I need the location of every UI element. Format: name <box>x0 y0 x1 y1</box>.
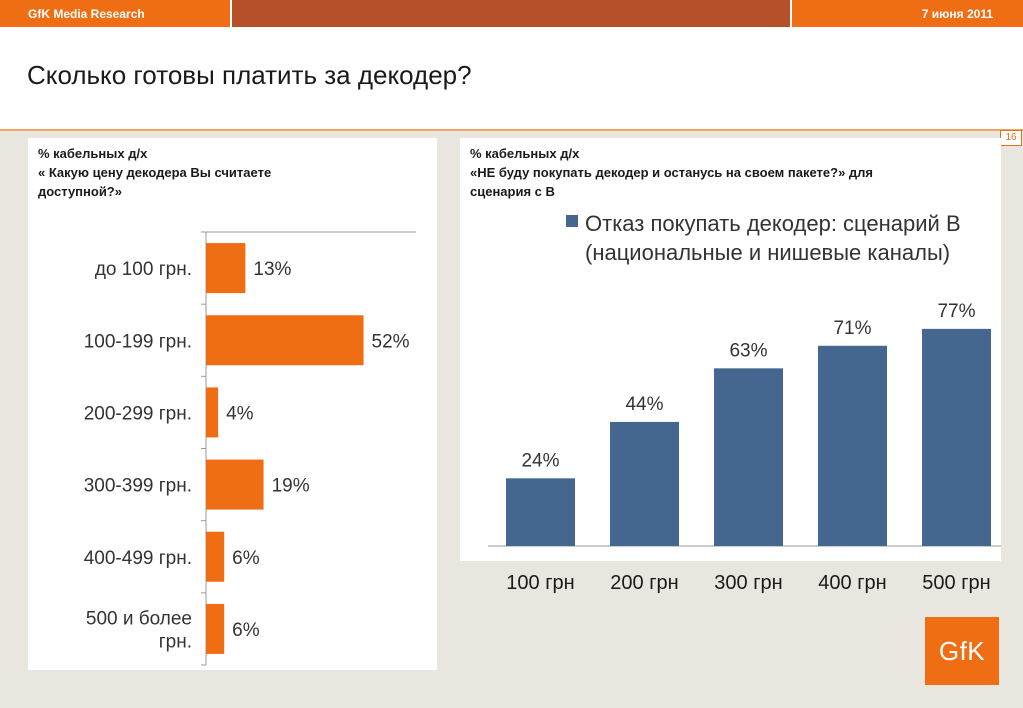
bar <box>506 478 575 546</box>
left-chart-panel: 13% до 100 грн. 52% 100-199 грн. 4% 200-299 г… <box>28 205 437 670</box>
category-label: 200 грн <box>610 572 678 594</box>
gfk-logo: GfK <box>925 617 999 685</box>
legend-swatch <box>566 215 578 227</box>
top-bar-middle <box>230 0 792 27</box>
bar <box>206 459 264 510</box>
bar <box>206 243 246 294</box>
top-bar: GfK Media Research 7 июня 2011 <box>0 0 1023 27</box>
right-header-line-1: % кабельных д/х <box>470 146 580 161</box>
bar-value-label: 6% <box>232 620 260 641</box>
bar-value-label: 4% <box>226 403 254 424</box>
bar <box>714 368 783 546</box>
category-label: 300-399 грн. <box>84 476 192 497</box>
left-panel-header: % кабельных д/х « Какую цену декодера Вы… <box>28 138 437 205</box>
title-area: Сколько готовы платить за декодер? <box>0 27 1023 129</box>
bar-value-label: 77% <box>937 301 975 322</box>
category-label: 300 грн <box>714 572 782 594</box>
bar-value-label: 13% <box>253 259 291 280</box>
bar-value-label: 24% <box>521 450 559 471</box>
category-label: грн. <box>159 631 192 652</box>
right-header-line-3: сценария с В <box>470 184 555 199</box>
bar <box>206 387 219 438</box>
bar <box>206 315 364 366</box>
bar <box>206 531 225 582</box>
legend-label: (национальные и нишевые каналы) <box>585 240 950 265</box>
bar-value-label: 19% <box>272 476 310 497</box>
left-header-line-2: « Какую цену декодера Вы считаете <box>38 165 272 180</box>
price-acceptability-chart: 13% до 100 грн. 52% 100-199 грн. 4% 200-299 г… <box>84 231 416 666</box>
category-label: 100 грн <box>506 572 574 594</box>
date-label: 7 июня 2011 <box>921 7 993 21</box>
bar <box>610 421 679 546</box>
category-label: 500 грн <box>922 572 990 594</box>
bar <box>818 345 887 546</box>
bar-value-label: 6% <box>232 548 260 569</box>
bar-value-label: 63% <box>729 340 767 361</box>
page-title: Сколько готовы платить за декодер? <box>27 60 472 90</box>
left-header-line-3: доступной?» <box>38 184 122 199</box>
right-header-line-2: «НЕ буду покупать декодер и останусь на … <box>470 165 874 180</box>
bar-value-label: 52% <box>372 331 410 352</box>
category-label: 200-299 грн. <box>84 403 192 424</box>
legend-label: Отказ покупать декодер: сценарий В <box>585 211 961 236</box>
left-header-line-1: % кабельных д/х <box>38 146 148 161</box>
right-panel-header: % кабельных д/х «НЕ буду покупать декоде… <box>460 138 1001 205</box>
category-label: 400-499 грн. <box>84 548 192 569</box>
category-label: 400 грн <box>818 572 886 594</box>
category-label: 500 и более <box>86 608 192 629</box>
brand-label: GfK Media Research <box>28 7 145 21</box>
category-label: 100-199 грн. <box>84 331 192 352</box>
bar <box>206 603 225 654</box>
title-divider <box>0 129 1023 131</box>
category-label: до 100 грн. <box>95 259 192 280</box>
bar-value-label: 71% <box>833 318 871 339</box>
bar-value-label: 44% <box>625 394 663 415</box>
bar <box>922 328 991 546</box>
